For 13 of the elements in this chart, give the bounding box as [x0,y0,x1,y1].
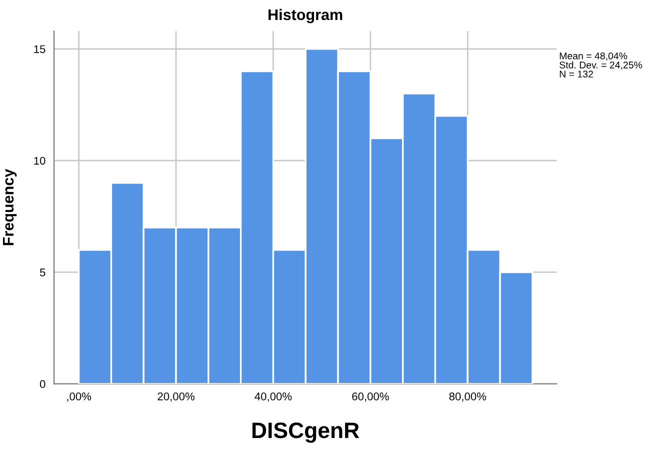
y-tick-label: 0 [40,380,46,388]
x-tick-label: 80,00% [449,392,486,402]
x-tick-label: 20,00% [158,392,194,402]
x-axis-title: DISCgenR [252,422,360,443]
chart-title: Histogram [268,8,342,24]
x-tick-label: 60,00% [352,392,389,402]
y-tick-label: 15 [34,45,46,54]
y-axis-title: Frequency [2,168,17,246]
y-tick-label: 5 [40,268,46,276]
x-tick-label: 40,00% [254,392,292,402]
y-tick-label: 10 [34,156,46,165]
text: Mean = 48,04% Std. Dev. = 24,25% N = 132 [560,52,642,78]
x-tick-label: ,00% [67,392,92,402]
